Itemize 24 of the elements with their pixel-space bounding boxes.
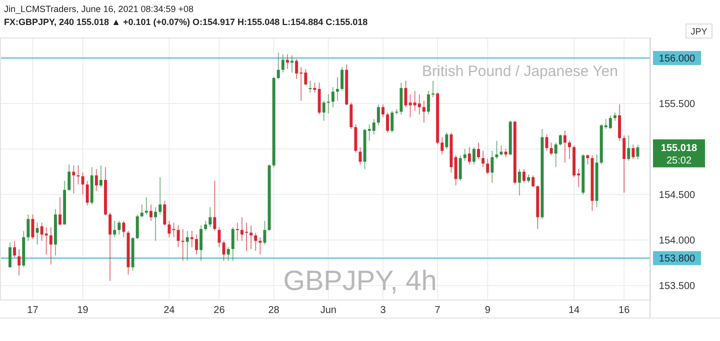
x-tick-label: 24 (164, 305, 176, 316)
annotation: GBPJPY, 4h (283, 265, 437, 296)
y-tick-label: 153.500 (658, 280, 696, 292)
y-axis-title: JPY (690, 26, 708, 36)
x-tick-label: 9 (484, 305, 491, 316)
text: 25:02 (666, 155, 692, 166)
x-tick-label: 7 (434, 305, 441, 316)
y-tick-label: 154.500 (658, 190, 696, 201)
x-tick-label: 14 (568, 305, 580, 316)
x-tick-label: 26 (214, 305, 226, 316)
x-tick-label: 17 (27, 305, 39, 316)
annotation: British Pound / Japanese Yen (422, 63, 618, 80)
ref-line-label: 153.800 (658, 254, 696, 265)
chart-title: FX:GBPJPY, 240 155.018 ▲ +0.101 (+0.07%) O:154.917 H:155.048 L:154.884 C:155.018 (4, 17, 368, 27)
ref-line-label: 156.000 (658, 54, 696, 65)
x-tick-label: 3 (380, 305, 386, 316)
x-tick-label: 28 (268, 305, 280, 316)
x-tick-label: 19 (77, 305, 89, 316)
y-tick-label: 155.500 (658, 99, 696, 110)
x-tick-label: Jun (320, 305, 336, 316)
text: 155.018 (660, 142, 698, 154)
chart-subtitle: Jin_LCMSTraders, June 16, 2021 08:34:59 +08 (4, 4, 194, 14)
y-tick-label: 154.000 (658, 235, 696, 246)
x-tick-label: 16 (618, 305, 630, 316)
